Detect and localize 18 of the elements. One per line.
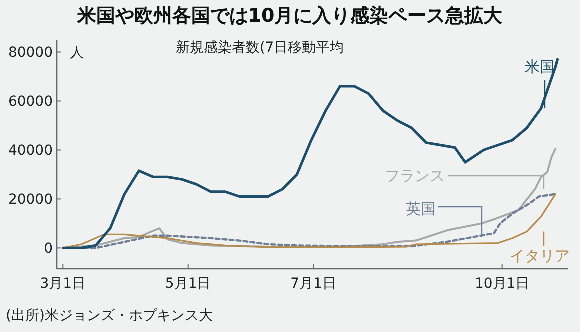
x-tick-label: 3月1日 [40,276,86,292]
y-axis-title: 人 [70,45,84,61]
line-series [62,58,559,250]
legend-label: イタリア [510,247,570,265]
x-tick-label: 7月1日 [290,276,336,292]
y-tick-label: 0 [44,241,53,258]
y-tick-label: 40000 [8,143,53,160]
text: フランス [385,167,445,185]
y-tick-label: 20000 [8,192,53,208]
series-label: 英国 [406,200,436,218]
y-tick-label: 60000 [8,94,53,110]
x-tick-label: 5月1日 [165,276,212,292]
y-tick-label: 80000 [8,45,53,62]
series-label: 米国 [525,58,555,76]
text: (出所)米ジョンズ・ホプキンス大 [6,308,213,324]
x-tick-label: 10月1日 [474,276,530,292]
chart-title: 米国や欧州各国では10月に入り感染ペース急拡大 [76,5,504,27]
chart-subtitle: 新規感染者数(7日移動平均 [176,40,344,56]
